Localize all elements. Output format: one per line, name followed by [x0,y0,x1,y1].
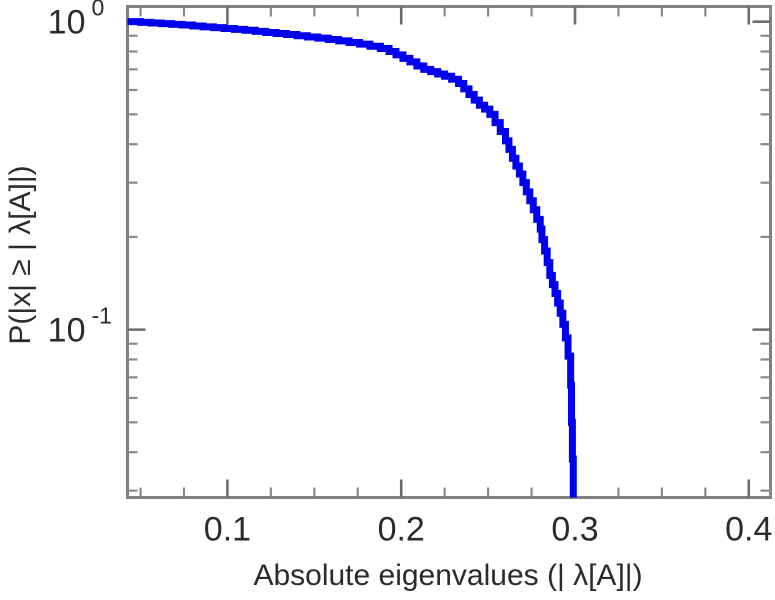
x-tick-label: 0.3 [551,511,598,549]
y-tick-label-mantissa: 10 [48,4,86,42]
x-tick-label: 0.1 [204,511,251,549]
y-tick-label-exponent: 0 [92,0,105,21]
x-axis-ticks [139,6,772,498]
y-axis-label: P(|x| ≥ | λ[A]|) [4,165,37,344]
data-series-line [127,18,577,498]
x-tick-label: 0.2 [378,511,425,549]
y-tick-label-exponent: -1 [92,303,112,329]
plot-frame [126,5,772,499]
x-axis-label: Absolute eigenvalues (| λ[A]|) [253,559,642,592]
x-axis-tick-labels: 0.1 0.2 0.3 0.4 [204,511,773,549]
y-tick-label-mantissa: 10 [48,312,86,350]
x-tick-label: 0.4 [725,511,772,549]
data-series-group [127,18,577,498]
y-tick-label: 10 -1 [48,303,112,350]
axes-frame [126,5,772,499]
y-tick-label: 10 0 [48,0,105,42]
y-axis-ticks [127,20,771,492]
